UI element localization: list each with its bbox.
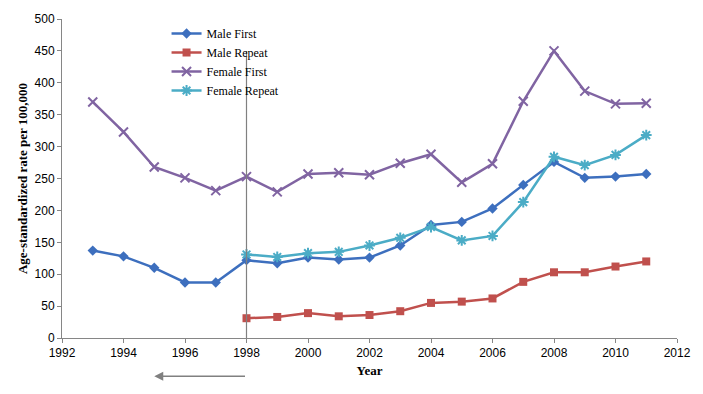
svg-text:300: 300 (35, 140, 55, 154)
svg-text:250: 250 (35, 172, 55, 186)
svg-text:2008: 2008 (541, 346, 568, 360)
svg-text:Male Repeat: Male Repeat (207, 46, 269, 60)
svg-text:2004: 2004 (418, 346, 445, 360)
svg-text:400: 400 (35, 76, 55, 90)
svg-text:450: 450 (35, 44, 55, 58)
svg-text:1992: 1992 (49, 346, 76, 360)
svg-text:Female Repeat: Female Repeat (207, 84, 279, 98)
svg-text:100: 100 (35, 267, 55, 281)
svg-text:50: 50 (41, 299, 55, 313)
svg-text:200: 200 (35, 204, 55, 218)
svg-text:2002: 2002 (356, 346, 383, 360)
svg-text:2012: 2012 (664, 346, 691, 360)
svg-text:1994: 1994 (110, 346, 137, 360)
svg-text:Male First: Male First (207, 27, 257, 41)
svg-text:500: 500 (35, 12, 55, 26)
svg-text:Age-standardized rate per 100,: Age-standardized rate per 100,000 (15, 83, 30, 274)
svg-text:0: 0 (48, 331, 55, 345)
svg-text:150: 150 (35, 236, 55, 250)
svg-text:Year: Year (357, 363, 383, 378)
svg-text:1996: 1996 (172, 346, 199, 360)
svg-text:350: 350 (35, 108, 55, 122)
svg-text:Female First: Female First (207, 65, 268, 79)
svg-text:2000: 2000 (295, 346, 322, 360)
svg-text:2010: 2010 (602, 346, 629, 360)
svg-text:2006: 2006 (479, 346, 506, 360)
svg-text:1998: 1998 (233, 346, 260, 360)
